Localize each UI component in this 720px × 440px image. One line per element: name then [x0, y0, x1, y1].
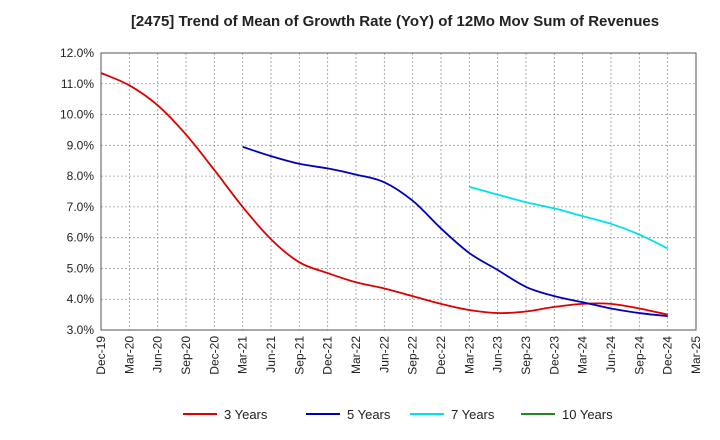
x-tick-label: Sep-20	[179, 336, 193, 375]
grid	[100, 52, 697, 331]
legend-label: 5 Years	[347, 407, 391, 422]
plot-frame	[100, 52, 697, 331]
x-tick-label: Sep-22	[406, 336, 420, 375]
x-tick-label: Mar-20	[122, 336, 136, 374]
chart-title: [2475] Trend of Mean of Growth Rate (YoY…	[130, 13, 660, 30]
series-line-7-years	[469, 186, 669, 250]
y-tick-label: 12.0%	[60, 46, 94, 60]
series-lines	[100, 72, 669, 318]
x-tick-label: Dec-24	[661, 336, 675, 375]
x-tick-label: Mar-23	[462, 336, 476, 374]
y-tick-label: 5.0%	[67, 261, 95, 275]
y-tick-label: 8.0%	[67, 169, 95, 183]
y-tick-label: 10.0%	[60, 108, 94, 122]
x-axis-ticks: Dec-19 Mar-20 Jun-20 Sep-20 Dec-20 Mar-21 Jun-…	[94, 336, 703, 375]
y-tick-label: 3.0%	[67, 323, 95, 337]
y-tick-label: 7.0%	[67, 200, 95, 214]
x-tick-label: Jun-21	[264, 336, 278, 373]
x-tick-label: Dec-23	[547, 336, 561, 375]
x-tick-label: Dec-20	[207, 336, 221, 375]
y-tick-label: 6.0%	[67, 231, 95, 245]
legend-label: 7 Years	[451, 407, 495, 422]
y-axis-ticks: 3.0% 4.0% 5.0% 6.0% 7.0% 8.0% 9.0% 10.0% 11.0% 12…	[60, 46, 94, 337]
y-tick-label: 11.0%	[61, 77, 94, 91]
x-tick-label: Mar-24	[576, 336, 590, 374]
x-tick-label: Mar-21	[236, 336, 250, 374]
legend-label: 3 Years	[224, 407, 268, 422]
legend-label: 10 Years	[562, 407, 613, 422]
series-line-3-years	[100, 72, 668, 316]
x-tick-label: Dec-19	[94, 336, 108, 375]
series-line-5-years	[242, 146, 668, 318]
x-tick-label: Sep-24	[632, 336, 646, 375]
y-tick-label: 9.0%	[67, 138, 95, 152]
x-tick-label: Jun-23	[491, 336, 505, 373]
x-tick-label: Mar-25	[689, 336, 703, 374]
x-tick-label: Jun-20	[151, 336, 165, 373]
x-tick-label: Sep-23	[519, 336, 533, 375]
y-tick-label: 4.0%	[67, 292, 95, 306]
x-tick-label: Jun-24	[604, 336, 618, 373]
legend: 3 Years 5 Years 7 Years 10 Years	[183, 407, 613, 422]
x-tick-label: Dec-21	[321, 336, 335, 375]
x-tick-label: Dec-22	[434, 336, 448, 375]
x-tick-label: Mar-22	[349, 336, 363, 374]
x-tick-label: Jun-22	[377, 336, 391, 373]
x-tick-label: Sep-21	[292, 336, 306, 375]
